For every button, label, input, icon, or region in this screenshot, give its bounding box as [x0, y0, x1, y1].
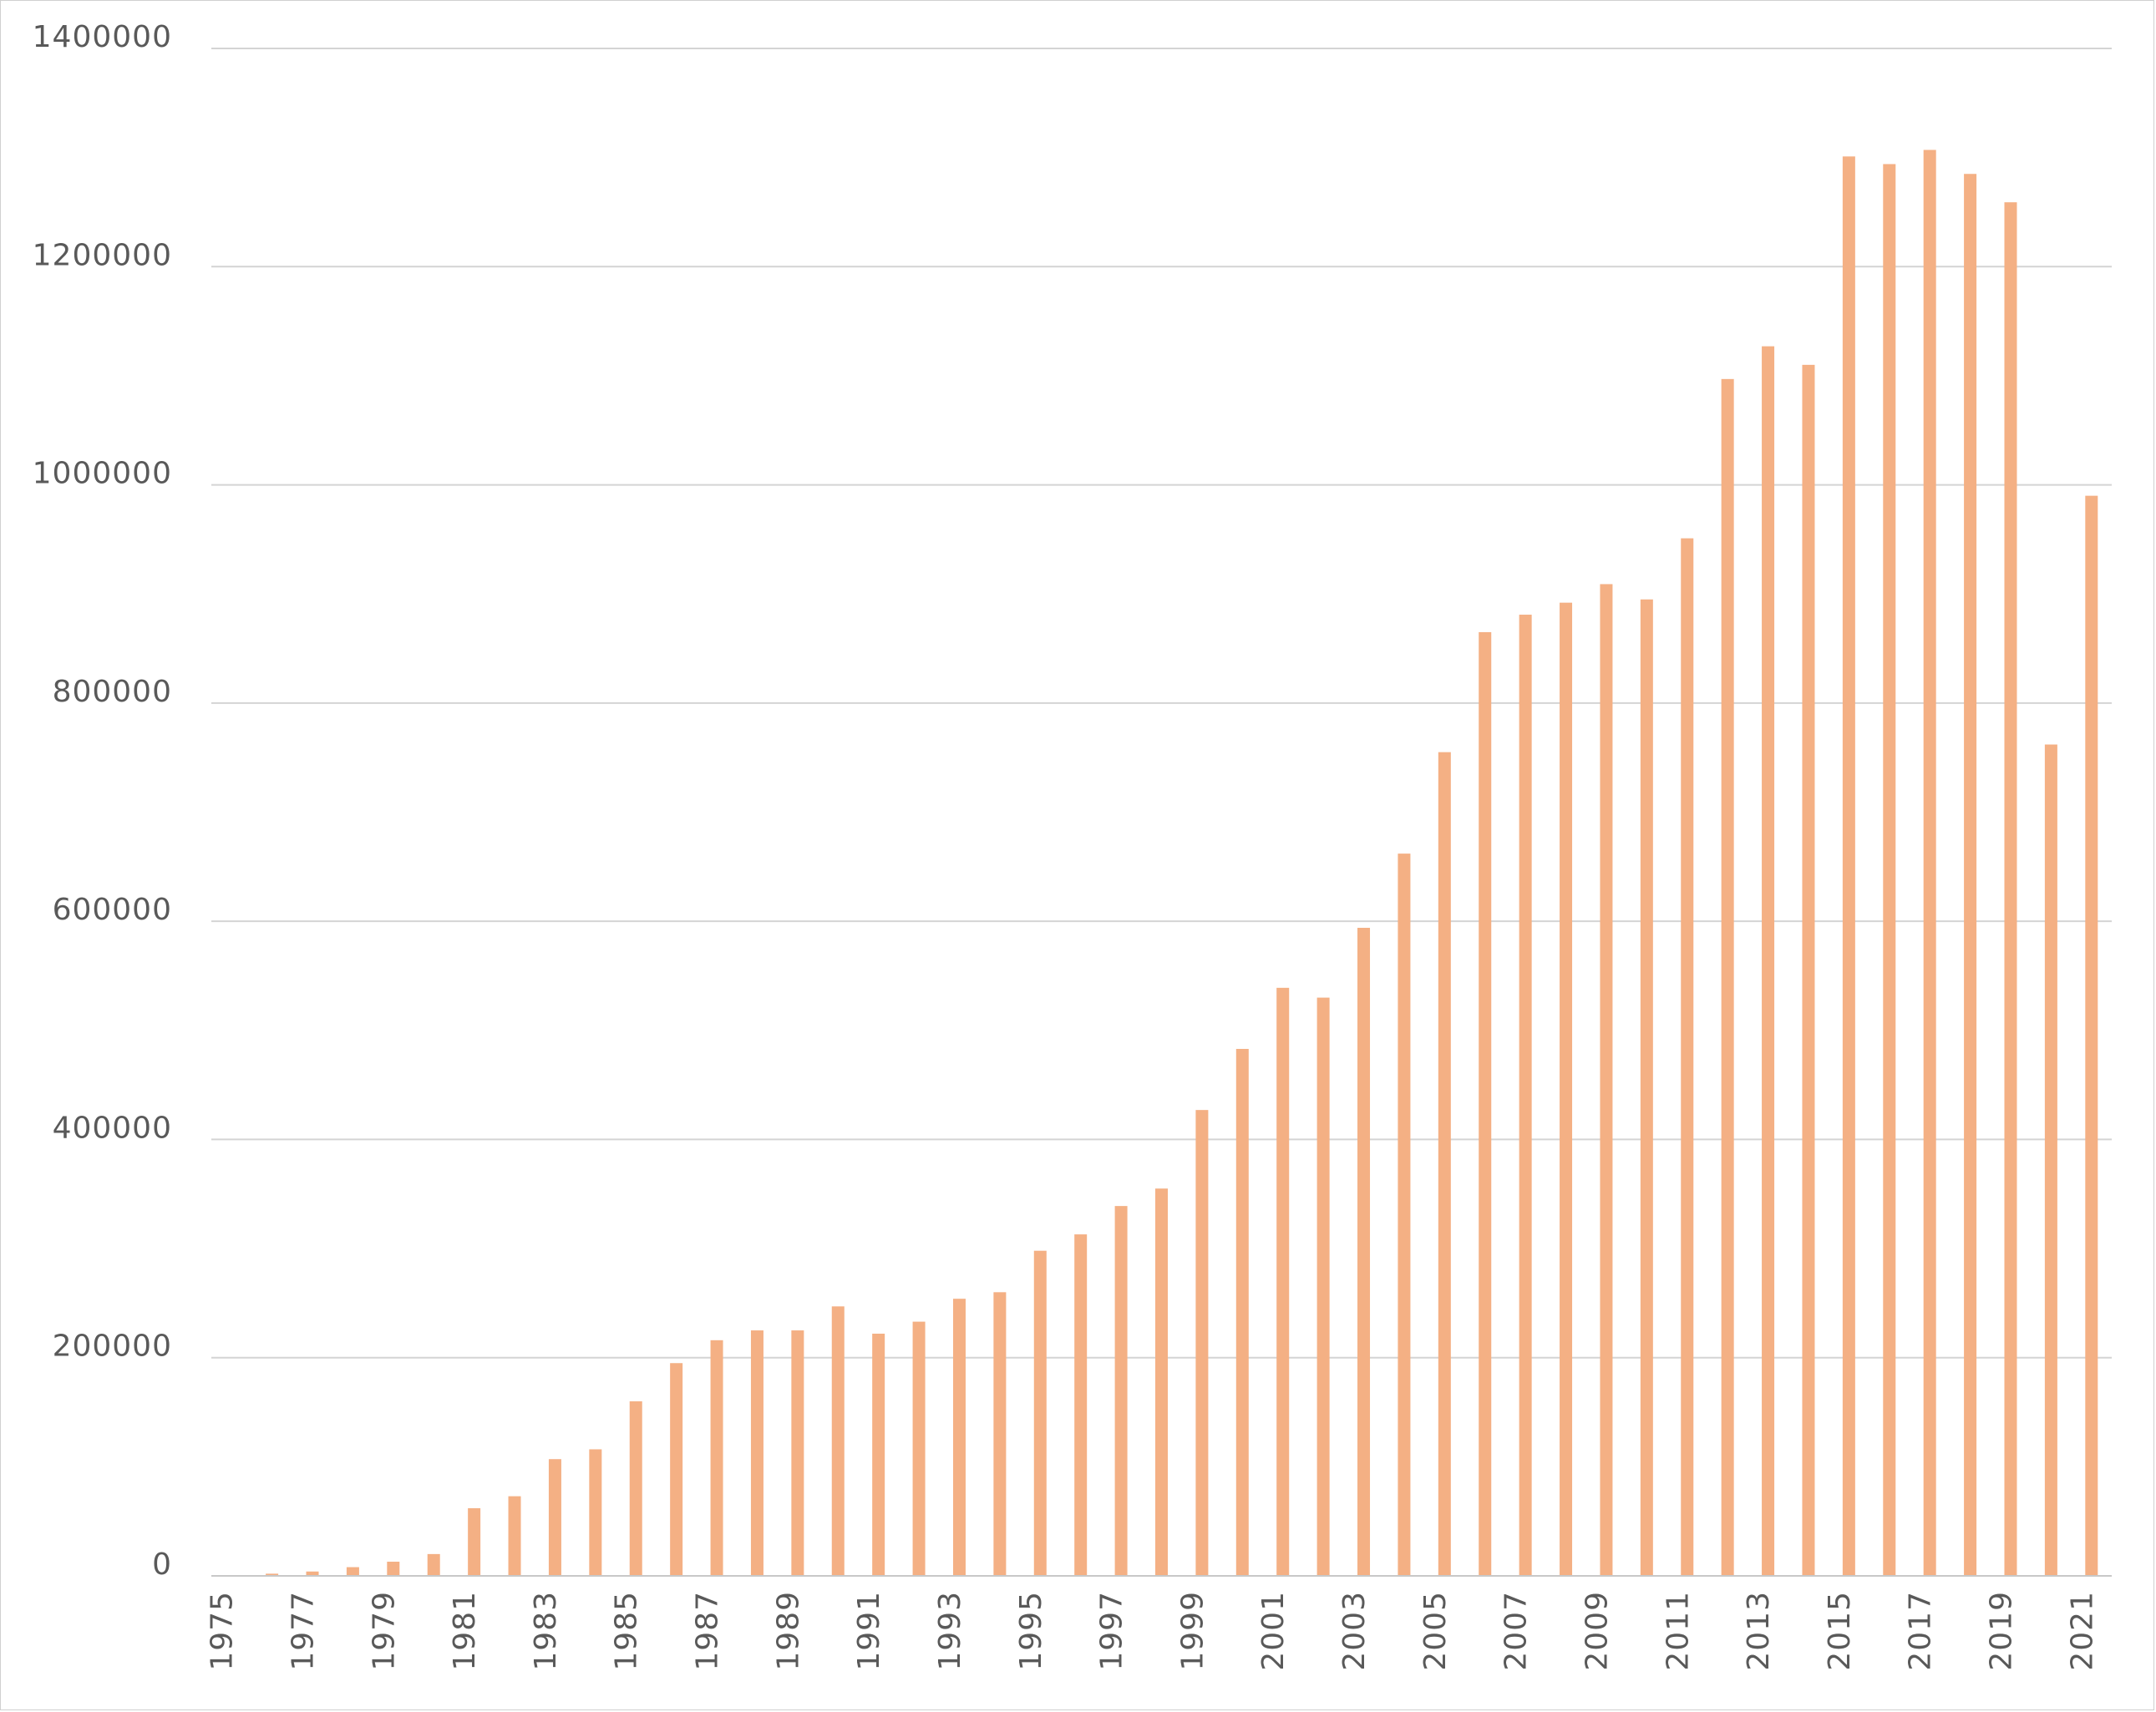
x-tick-label: 1977	[287, 1591, 321, 1671]
bar	[1923, 149, 1936, 1577]
x-tick-label: 1999	[1175, 1591, 1210, 1671]
x-tick-label: 2005	[1418, 1591, 1453, 1671]
bar	[1195, 1110, 1209, 1576]
x-axis-ticks: 1975 1977 1979 1981 1983 1985 1987 1989 1991 1993…	[205, 1591, 2100, 1671]
y-tick-label: 1400000	[33, 20, 172, 54]
x-tick-label: 1981	[448, 1591, 482, 1671]
bar	[831, 1306, 845, 1576]
bar	[1114, 1206, 1128, 1576]
bar	[993, 1292, 1007, 1576]
bar	[589, 1449, 602, 1576]
y-axis-ticks: 0 200000 400000 600000 800000 1000000 1200000 1…	[33, 20, 172, 1582]
bar	[2085, 495, 2098, 1576]
bar	[1600, 584, 1613, 1576]
bar	[912, 1321, 926, 1576]
bar	[1883, 164, 1896, 1576]
bar	[306, 1571, 319, 1576]
x-tick-label: 1983	[529, 1591, 563, 1671]
x-tick-label: 1985	[610, 1591, 644, 1671]
x-tick-label: 1975	[205, 1591, 240, 1671]
x-tick-label: 1991	[852, 1591, 886, 1671]
bar	[1074, 1234, 1088, 1576]
bar	[952, 1299, 966, 1576]
bar	[1681, 538, 1694, 1576]
bar	[548, 1459, 561, 1576]
bar	[1842, 156, 1855, 1576]
bars	[266, 149, 2098, 1577]
bar	[1519, 615, 1532, 1577]
x-tick-label: 2009	[1580, 1591, 1614, 1671]
bar	[670, 1363, 683, 1576]
bar	[2044, 744, 2057, 1576]
bar	[1438, 752, 1451, 1576]
x-tick-label: 2017	[1904, 1591, 1938, 1671]
y-tick-label: 800000	[53, 675, 172, 709]
x-tick-label: 1987	[691, 1591, 725, 1671]
bar	[1479, 631, 1492, 1577]
bar	[1721, 378, 1734, 1576]
bar	[468, 1508, 481, 1576]
y-tick-label: 0	[152, 1547, 172, 1582]
bar	[1316, 997, 1330, 1576]
bar	[508, 1496, 521, 1576]
x-tick-label: 2015	[1823, 1591, 1857, 1671]
bar	[710, 1340, 723, 1576]
x-tick-label: 2007	[1499, 1591, 1534, 1671]
bar	[1964, 174, 1977, 1577]
y-tick-label: 200000	[53, 1330, 172, 1364]
bar	[1640, 599, 1653, 1577]
y-tick-label: 400000	[53, 1111, 172, 1145]
x-tick-label: 1995	[1014, 1591, 1048, 1671]
x-tick-label: 1979	[367, 1591, 401, 1671]
y-tick-label: 1000000	[33, 457, 172, 491]
bar	[629, 1400, 642, 1576]
bar	[872, 1333, 885, 1576]
bar	[266, 1573, 279, 1576]
gridlines	[211, 48, 2112, 1359]
x-tick-label: 1997	[1095, 1591, 1129, 1671]
bar	[750, 1330, 763, 1576]
x-tick-label: 2021	[2065, 1591, 2099, 1671]
y-tick-label: 600000	[53, 893, 172, 927]
x-tick-label: 2019	[1984, 1591, 2018, 1671]
x-tick-label: 2013	[1742, 1591, 1776, 1671]
x-tick-label: 2003	[1337, 1591, 1372, 1671]
x-tick-label: 1993	[933, 1591, 967, 1671]
bar	[1762, 346, 1775, 1576]
bar	[346, 1567, 359, 1576]
x-tick-label: 1989	[771, 1591, 805, 1671]
x-tick-label: 2011	[1661, 1591, 1695, 1671]
bar	[1560, 602, 1573, 1576]
bar	[1802, 364, 1815, 1577]
y-tick-label: 1200000	[33, 238, 172, 272]
bar	[1155, 1188, 1168, 1576]
bar	[1276, 987, 1290, 1576]
bar	[791, 1330, 804, 1576]
x-tick-label: 2001	[1256, 1591, 1291, 1671]
bar	[1033, 1250, 1047, 1576]
bar	[387, 1562, 400, 1576]
bar	[427, 1553, 440, 1576]
bar	[1357, 927, 1371, 1576]
bar	[1235, 1048, 1249, 1576]
bar	[2004, 202, 2017, 1576]
bar	[1398, 853, 1411, 1576]
